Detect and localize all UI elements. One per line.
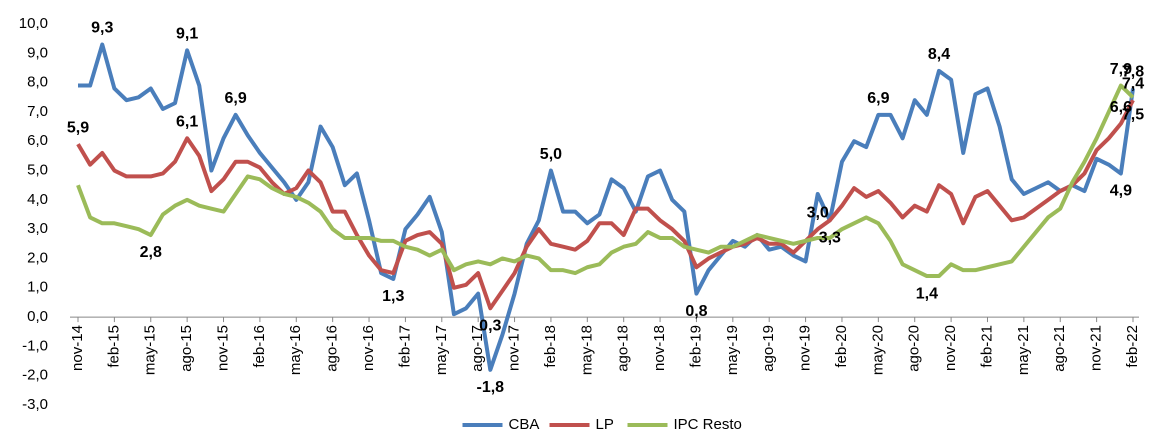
y-tick-label: -3,0: [22, 396, 48, 413]
x-tick-label: ago-21: [1051, 325, 1068, 372]
x-tick-label: feb-15: [105, 325, 122, 368]
data-label: 9,1: [176, 26, 198, 43]
x-tick-label: nov-20: [942, 325, 959, 371]
y-tick-label: -1,0: [22, 337, 48, 354]
x-tick-label: ago-15: [178, 325, 195, 372]
y-tick-label: 9,0: [27, 44, 48, 61]
data-label: 2,8: [140, 244, 162, 261]
x-tick-label: nov-14: [69, 325, 86, 371]
x-tick-label: ago-18: [615, 325, 632, 372]
y-tick-label: 5,0: [27, 162, 48, 179]
data-label: 7,5: [1122, 106, 1144, 123]
data-label: 6,9: [867, 90, 889, 107]
x-tick-label: may-17: [433, 325, 450, 375]
data-label: 7,8: [1122, 64, 1144, 81]
x-tick-label: feb-20: [833, 325, 850, 368]
x-tick-label: nov-15: [214, 325, 231, 371]
x-tick-label: feb-17: [396, 325, 413, 368]
series-line: [76, 99, 1135, 311]
x-tick-label: may-18: [578, 325, 595, 375]
x-tick-label: ago-16: [324, 325, 341, 372]
data-label: 3,3: [819, 230, 841, 247]
y-tick-label: 0,0: [27, 308, 48, 325]
data-label: 5,0: [540, 146, 562, 163]
series-line: [78, 42, 1135, 372]
x-tick-label: nov-16: [360, 325, 377, 371]
data-label: 6,1: [176, 114, 198, 131]
x-tick-label: feb-21: [978, 325, 995, 368]
x-tick-label: feb-16: [251, 325, 268, 368]
data-label: 6,6: [1110, 99, 1132, 116]
series-line: [76, 83, 1135, 279]
x-tick-label: ago-20: [906, 325, 923, 372]
x-tick-label: ago-19: [760, 325, 777, 372]
y-tick-label: 7,0: [27, 103, 48, 120]
x-tick-label: nov-17: [506, 325, 523, 371]
data-label: 0,3: [479, 318, 501, 335]
data-label: 7,9: [1110, 61, 1132, 78]
x-tick-label: feb-22: [1124, 325, 1141, 368]
y-tick-label: 8,0: [27, 74, 48, 91]
legend-label: CBA: [509, 416, 540, 433]
x-tick-label: nov-21: [1088, 325, 1105, 371]
x-tick-label: may-16: [287, 325, 304, 375]
data-label: 7,4: [1122, 75, 1144, 92]
data-label: 4,9: [1110, 183, 1132, 200]
legend-label: LP: [596, 416, 614, 433]
x-tick-label: may-21: [1015, 325, 1032, 375]
data-label: 5,9: [67, 119, 89, 136]
data-label: -1,8: [477, 379, 505, 396]
y-tick-label: 3,0: [27, 220, 48, 237]
y-tick-label: 6,0: [27, 132, 48, 149]
x-tick-label: may-15: [142, 325, 159, 375]
data-label: 1,3: [382, 288, 404, 305]
data-label: 1,4: [916, 285, 938, 302]
x-tick-label: nov-19: [797, 325, 814, 371]
data-label: 8,4: [928, 46, 950, 63]
x-tick-label: ago-17: [469, 325, 486, 372]
data-label: 9,3: [91, 20, 113, 37]
y-tick-label: 4,0: [27, 191, 48, 208]
y-tick-label: 2,0: [27, 249, 48, 266]
y-tick-label: -2,0: [22, 367, 48, 384]
data-label: 0,8: [685, 303, 707, 320]
x-tick-label: feb-18: [542, 325, 559, 368]
data-label: 6,9: [225, 90, 247, 107]
data-label: 3,0: [807, 204, 829, 221]
y-tick-label: 1,0: [27, 279, 48, 296]
x-tick-label: may-19: [724, 325, 741, 375]
y-tick-label: 10,0: [19, 15, 48, 32]
x-tick-label: nov-18: [651, 325, 668, 371]
x-tick-label: feb-19: [687, 325, 704, 368]
legend-label: IPC Resto: [674, 416, 742, 433]
x-tick-label: may-20: [869, 325, 886, 375]
